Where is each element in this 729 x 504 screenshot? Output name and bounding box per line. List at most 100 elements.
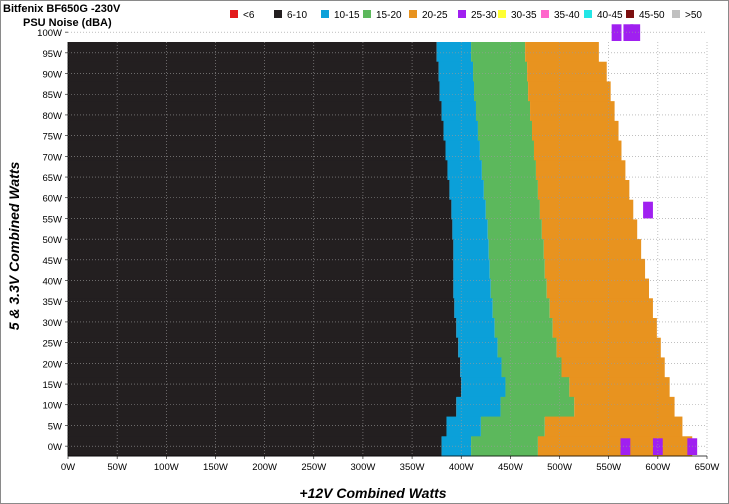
x-tick-label: 300W [351,462,376,473]
y-tick-label: 30W [42,318,62,329]
band-20-25-cell [537,436,693,457]
x-tick-label: 100W [154,462,179,473]
band-10-15-cell [447,160,482,181]
band-25-30-cell [623,24,634,41]
legend-label: 45-50 [639,10,665,21]
legend-swatch [230,10,238,18]
band-10-15-cell [456,318,495,339]
x-tick-label: 600W [645,462,670,473]
band-15-20-cell [494,318,553,339]
legend-swatch [672,10,680,18]
band-10-15-cell [446,416,481,437]
band-20-25-cell [525,42,599,63]
legend-label: 40-45 [597,10,623,21]
legend-swatch [498,10,506,18]
y-tick-label: 95W [42,49,62,60]
band-6-10-cell [68,357,461,378]
band-6-10-cell [68,416,447,437]
band-15-20-cell [485,199,540,220]
legend-swatch [321,10,329,18]
legend-label: 30-35 [511,10,537,21]
legend-label: 15-20 [376,10,402,21]
legend-label: 10-15 [334,10,360,21]
x-tick-label: 500W [547,462,572,473]
y-tick-label: 60W [42,194,62,205]
y-tick-label: 45W [42,256,62,267]
band-20-25-cell [549,298,653,319]
legend-swatch [626,10,634,18]
band-6-10-cell [68,160,448,181]
band-10-15-cell [454,298,493,319]
band-6-10-cell [68,278,454,299]
y-tick-label: 85W [42,90,62,101]
y-tick-label: 20W [42,359,62,370]
band-6-10-cell [68,239,454,260]
legend-label: <6 [243,10,255,21]
band-15-20-cell [490,278,547,299]
y-axis-ticks: 0W 5W 10W 15W 20W 25W 30W 35W 40W 45W 50W 55W 60W 65W… [37,28,68,453]
legend-swatch [363,10,371,18]
band-25-30-cell [611,24,622,41]
x-tick-label: 50W [107,462,127,473]
band-15-20-cell [475,101,531,122]
y-tick-label: 75W [42,132,62,143]
y-tick-label: 100W [37,28,62,39]
y-tick-label: 40W [42,277,62,288]
band-15-20-cell [477,120,533,142]
band-15-20-cell [501,357,562,378]
band-20-25-cell [569,377,670,398]
y-tick-label: 0W [48,442,62,453]
band-20-25-cell [533,140,622,161]
legend-label: 20-25 [422,10,448,21]
legend-swatch [274,10,282,18]
band-10-15-cell [439,81,475,102]
band-10-15-cell [461,377,506,398]
y-tick-label: 25W [42,339,62,350]
band-20-25-cell [546,278,649,299]
chart-title: Bitfenix BF650G -230V [3,3,121,15]
band-15-20-cell [505,377,570,398]
band-25-30-cell [687,438,698,455]
x-tick-label: 550W [596,462,621,473]
band-10-15-cell [445,140,480,161]
band-6-10-cell [68,337,459,358]
y-tick-label: 55W [42,214,62,225]
band-20-25-cell [544,416,683,437]
band-6-10-cell [68,81,440,102]
band-10-15-cell [453,258,490,280]
band-10-15-cell [451,199,486,220]
legend-label: 6-10 [287,10,307,21]
band-20-25-cell [528,81,611,102]
x-tick-label: 650W [695,462,720,473]
band-15-20-cell [480,416,545,437]
band-6-10-cell [68,396,457,418]
band-20-25-cell [561,357,665,378]
band-15-20-cell [488,239,544,260]
band-25-30-cell [620,438,631,455]
band-25-30-cell [643,201,653,219]
band-15-20-cell [492,298,550,319]
band-6-10-cell [68,199,452,220]
legend-swatch [584,10,592,18]
band-10-15-cell [452,219,488,240]
x-tick-label: 250W [301,462,326,473]
band-20-25-cell [552,318,657,339]
band-6-10-cell [68,258,454,280]
band-20-25-cell [530,101,615,122]
y-tick-label: 5W [48,421,62,432]
legend: <6 6-10 10-15 15-20 20-25 25-30 30-35 35-40 40-4… [230,10,702,21]
band-10-15-cell [443,120,478,142]
x-axis-title: +12V Combined Watts [299,485,446,501]
band-20-25-cell [544,258,646,280]
band-15-20-cell [497,337,557,358]
chart-subtitle: PSU Noise (dBA) [23,17,112,29]
x-tick-label: 0W [61,462,75,473]
legend-swatch [541,10,549,18]
band-6-10-cell [68,318,457,339]
band-6-10-cell [68,42,437,63]
x-tick-label: 350W [400,462,425,473]
band-15-20-cell [489,258,545,280]
band-6-10-cell [68,61,439,82]
band-25-30-cell [630,24,641,41]
band-20-25-cell [543,239,642,260]
